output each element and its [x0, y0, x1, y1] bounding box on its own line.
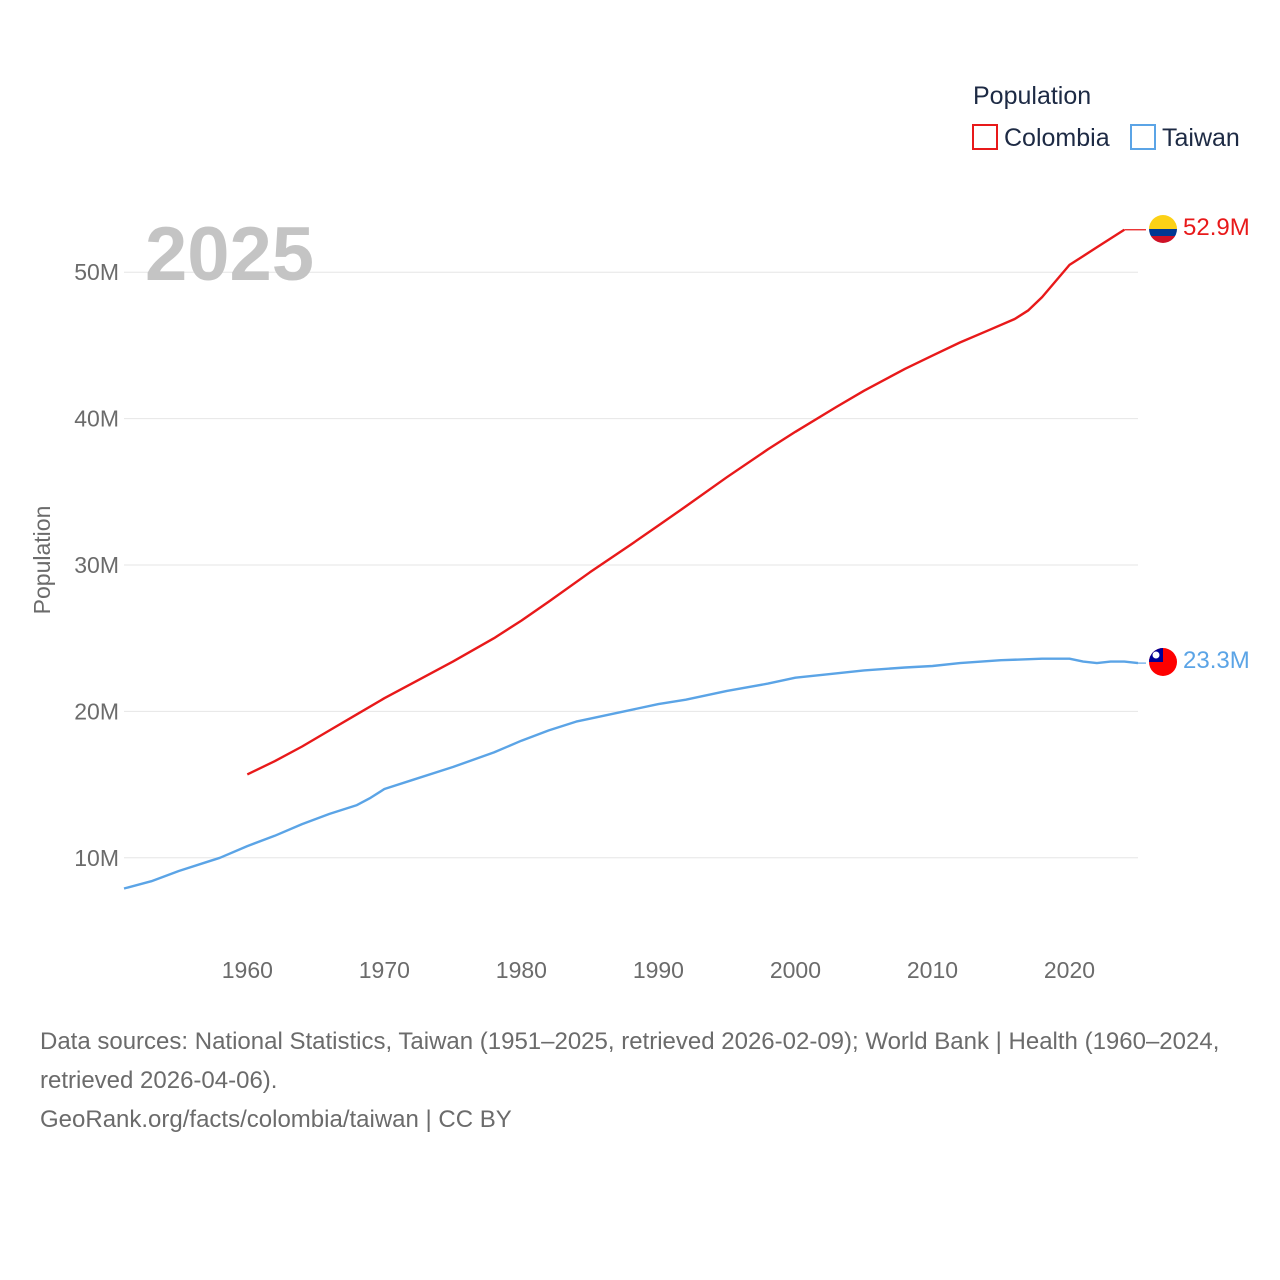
legend-swatch-colombia — [972, 124, 998, 150]
x-axis-ticks: 1960 1970 1980 1990 2000 2010 2020 — [222, 957, 1095, 983]
series-line-colombia — [246, 228, 1125, 776]
taiwan-flag-icon — [1149, 648, 1177, 676]
legend-label-colombia: Colombia — [1004, 124, 1110, 152]
y-axis-title: Population — [29, 506, 55, 615]
y-tick-label: 10M — [74, 845, 119, 871]
population-chart: 10M 20M 30M 40M 50M 1960 1970 1980 1990 2000 2010… — [29, 82, 1250, 983]
current-year-label: 2025 — [145, 212, 314, 297]
x-tick-label: 1980 — [496, 957, 547, 983]
series-line-taiwan — [123, 657, 1139, 890]
x-tick-label: 2000 — [770, 957, 821, 983]
legend-item-taiwan[interactable]: Taiwan — [1130, 124, 1240, 152]
footer: Data sources: National Statistics, Taiwa… — [40, 1022, 1250, 1139]
legend-swatch-taiwan — [1130, 124, 1156, 150]
legend: Population Colombia Taiwan — [972, 82, 1240, 152]
x-tick-label: 1990 — [633, 957, 684, 983]
colombia-flag-icon — [1149, 215, 1177, 243]
y-tick-label: 40M — [74, 406, 119, 432]
x-tick-label: 2020 — [1044, 957, 1095, 983]
legend-title: Population — [973, 82, 1091, 110]
y-axis-ticks: 10M 20M 30M 40M 50M — [74, 259, 119, 871]
series-lines — [123, 228, 1146, 890]
legend-item-colombia[interactable]: Colombia — [972, 124, 1110, 152]
y-tick-label: 20M — [74, 698, 119, 724]
taiwan-end-value: 23.3M — [1183, 647, 1250, 674]
gridlines — [124, 271, 1138, 859]
x-tick-label: 1960 — [222, 957, 273, 983]
legend-label-taiwan: Taiwan — [1162, 124, 1240, 152]
y-tick-label: 30M — [74, 552, 119, 578]
credit-text: GeoRank.org/facts/colombia/taiwan | CC B… — [40, 1106, 512, 1133]
x-tick-label: 1970 — [359, 957, 410, 983]
y-tick-label: 50M — [74, 259, 119, 285]
x-tick-label: 2010 — [907, 957, 958, 983]
data-sources-text: Data sources: National Statistics, Taiwa… — [40, 1028, 1220, 1094]
colombia-end-value: 52.9M — [1183, 214, 1250, 241]
